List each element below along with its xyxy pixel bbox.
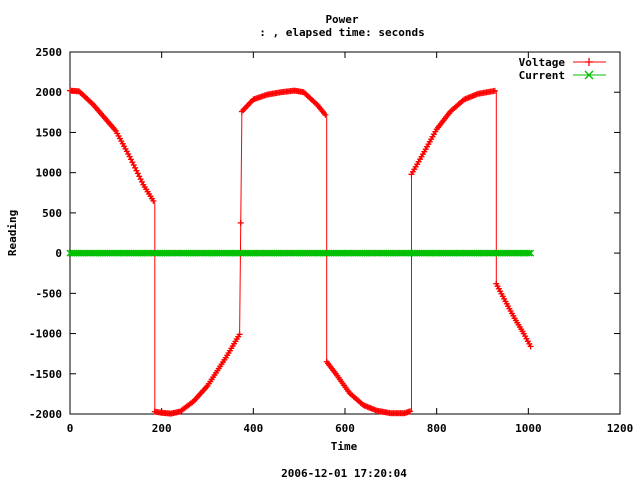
data-point (137, 176, 144, 183)
series-voltage (67, 87, 534, 417)
footer-timestamp: 2006-12-01 17:20:04 (281, 467, 407, 480)
legend-marker-current (584, 70, 594, 80)
x-tick-label: 800 (427, 422, 447, 435)
data-point (127, 156, 134, 163)
chart-subtitle: : , elapsed time: seconds (259, 26, 425, 39)
data-point (134, 170, 141, 177)
x-tick-label: 600 (335, 422, 355, 435)
y-tick-label: 1000 (36, 167, 63, 180)
plot-frame (69, 51, 621, 415)
data-point (527, 249, 535, 257)
y-tick-label: 500 (42, 207, 62, 220)
data-point (129, 159, 136, 166)
y-axis-label: Reading (6, 210, 19, 256)
y-tick-label: -2000 (29, 408, 62, 421)
data-point (407, 408, 414, 415)
data-point (236, 331, 243, 338)
data-point (138, 178, 145, 185)
data-point (525, 249, 533, 257)
data-point (527, 343, 534, 350)
y-tick-label: -1500 (29, 368, 62, 381)
x-tick-label: 200 (152, 422, 172, 435)
data-point (322, 111, 329, 118)
chart-title: Power (325, 13, 358, 26)
y-tick-label: 2000 (36, 86, 63, 99)
x-tick-label: 400 (243, 422, 263, 435)
y-tick-label: 1500 (36, 126, 63, 139)
y-tick-label: -1000 (29, 328, 62, 341)
data-point (130, 162, 137, 169)
legend-label-voltage: Voltage (519, 56, 566, 69)
axes-layer: -2000 -1500 -1000 -500 0 500 1000 1500 2000 2500 0… (29, 46, 633, 435)
data-point (150, 197, 157, 204)
series-current (66, 249, 535, 257)
data-point (136, 173, 143, 180)
x-tick-label: 0 (67, 422, 74, 435)
y-tick-label: 2500 (36, 46, 63, 59)
y-tick-label: -500 (36, 287, 63, 300)
data-point (237, 219, 244, 226)
legend-label-current: Current (519, 69, 565, 82)
data-point (133, 167, 140, 174)
x-tick-label: 1200 (607, 422, 634, 435)
x-tick-label: 1000 (515, 422, 542, 435)
legend-marker-voltage (585, 58, 593, 66)
series-layer (66, 87, 535, 417)
x-axis-label: Time (331, 440, 358, 453)
data-point (132, 164, 139, 171)
y-tick-label: 0 (55, 247, 62, 260)
data-point (491, 87, 498, 94)
